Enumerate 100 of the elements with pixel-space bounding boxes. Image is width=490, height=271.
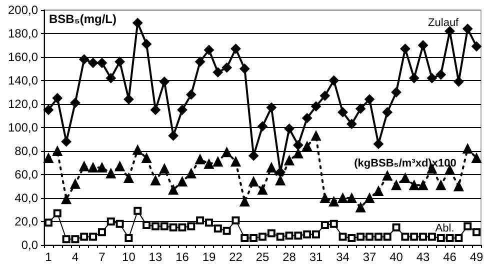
y-tick-label: 180,0 [8, 26, 38, 40]
point [472, 228, 481, 236]
point [195, 154, 206, 164]
point [134, 206, 142, 215]
point [150, 104, 160, 115]
point [383, 232, 392, 241]
point [62, 235, 70, 244]
point [391, 180, 402, 190]
point [266, 102, 276, 113]
x-tick-label: 7 [98, 250, 106, 264]
point [168, 184, 178, 195]
point [196, 216, 204, 224]
y-tick-label: 100,0 [8, 120, 38, 134]
point [222, 226, 231, 235]
point [79, 161, 90, 172]
point [230, 44, 241, 54]
point [401, 232, 410, 241]
point [373, 186, 384, 196]
point [320, 221, 329, 230]
point [391, 87, 402, 98]
y-tick-label: 80,0 [14, 144, 38, 158]
x-tick-label: 22 [229, 250, 243, 264]
point [356, 104, 366, 114]
x-tick-label: 46 [443, 250, 457, 264]
series-label: Zulauf [428, 16, 460, 29]
point [366, 232, 374, 241]
point [186, 90, 196, 100]
point [212, 67, 223, 78]
point [364, 193, 375, 203]
x-tick-label: 25 [256, 250, 270, 264]
x-tick-label: 19 [202, 250, 216, 264]
point [293, 148, 304, 158]
point [338, 193, 348, 203]
point [400, 173, 410, 184]
point [302, 113, 312, 124]
point [374, 232, 382, 241]
point [178, 223, 186, 232]
point [71, 235, 80, 244]
point [426, 73, 437, 84]
point [454, 181, 464, 192]
x-tick-label: 28 [282, 250, 296, 264]
point [214, 224, 222, 233]
point [124, 94, 134, 104]
point [89, 232, 98, 241]
point [464, 222, 472, 230]
point [70, 98, 80, 108]
point [240, 64, 250, 74]
point [462, 24, 473, 34]
point [311, 101, 322, 112]
point [382, 107, 392, 118]
point [53, 209, 62, 218]
x-tick-label: 31 [309, 250, 324, 264]
point [330, 220, 338, 228]
point [124, 234, 133, 242]
y-tick-label: 20,0 [14, 214, 38, 228]
point [248, 150, 259, 161]
point [114, 56, 125, 67]
point [356, 202, 366, 212]
point [444, 26, 455, 36]
point [294, 232, 302, 240]
point [302, 141, 312, 152]
point [454, 234, 463, 242]
point [392, 223, 400, 232]
point [230, 156, 241, 167]
point [96, 162, 107, 172]
series-label: Abl. [435, 222, 454, 234]
point [43, 153, 54, 164]
point [328, 196, 339, 207]
point [168, 130, 178, 141]
point [212, 156, 223, 167]
x-tick-label: 43 [416, 250, 430, 264]
y-tick-label: 0,0 [21, 238, 38, 252]
point [472, 41, 482, 52]
point [186, 168, 196, 178]
point [267, 229, 276, 238]
point [114, 161, 125, 172]
point [52, 93, 62, 104]
point [248, 176, 259, 187]
point [61, 194, 72, 204]
point [293, 140, 304, 150]
point [472, 153, 482, 164]
point [98, 228, 106, 236]
point [61, 136, 72, 147]
series-label: (kgBSB₅/m³xd)x100 [354, 158, 456, 170]
point [132, 144, 143, 155]
x-tick-label: 34 [336, 250, 350, 264]
point [436, 180, 446, 190]
point [142, 221, 151, 230]
y-tick-label: 40,0 [14, 191, 38, 205]
point [222, 62, 232, 73]
y-axis-title: BSB₅(mg/L) [49, 12, 116, 26]
point [446, 234, 454, 242]
point [284, 155, 294, 166]
point [132, 18, 143, 28]
point [44, 218, 52, 227]
point [328, 76, 339, 86]
point [436, 70, 446, 80]
point [204, 44, 214, 55]
point [187, 222, 196, 230]
point [409, 73, 420, 84]
